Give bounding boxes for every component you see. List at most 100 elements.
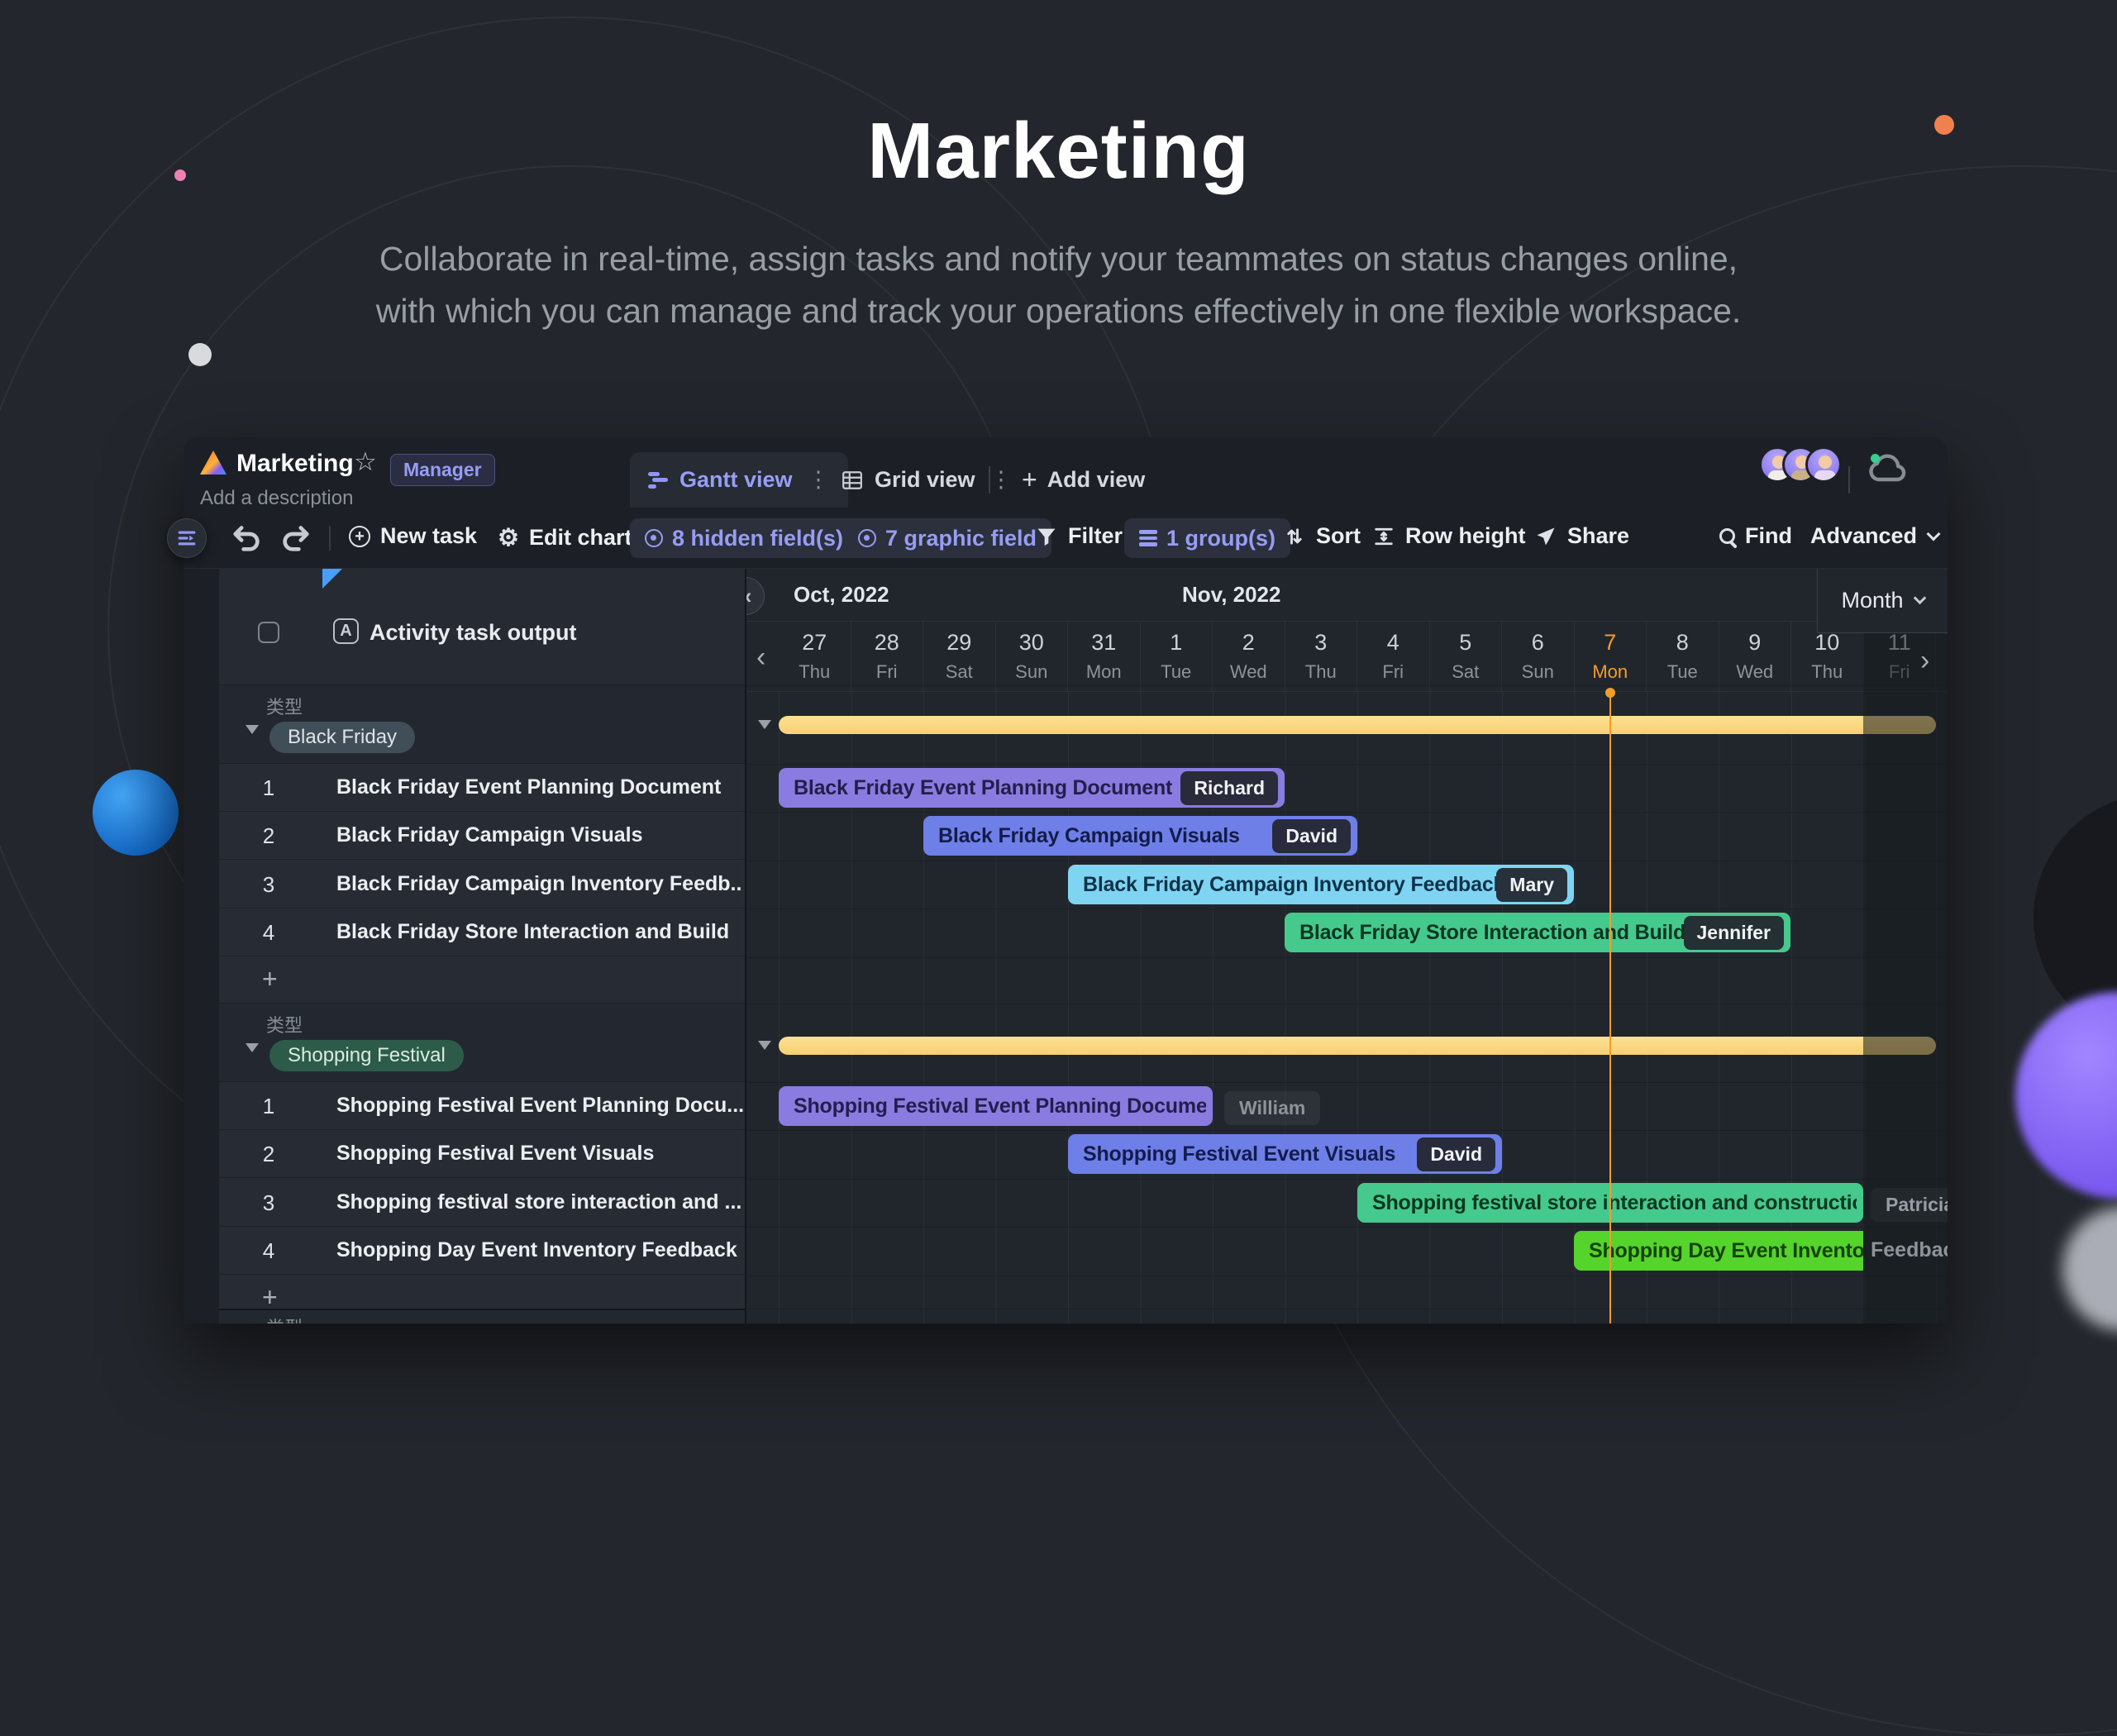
summary-bar[interactable] [779, 1037, 1936, 1055]
day-column[interactable]: 9 Wed [1719, 622, 1791, 692]
redo-button[interactable] [279, 522, 312, 555]
task-row[interactable]: 3 Black Friday Campaign Inventory Feedb.… [219, 861, 745, 909]
task-row[interactable]: 4 Shopping Day Event Inventory Feedback [219, 1227, 745, 1275]
summary-bar[interactable] [779, 716, 1936, 734]
zoom-select[interactable]: Month [1817, 569, 1948, 633]
day-column[interactable]: 3 Thu [1285, 622, 1357, 692]
day-column[interactable]: 28 Fri [851, 622, 923, 692]
chevron-down-icon [1926, 527, 1941, 541]
row-number: 4 [262, 920, 275, 945]
gantt-bar[interactable]: Black Friday Store Interaction and Build… [1285, 913, 1790, 952]
favorite-star-icon[interactable]: ☆ [354, 447, 377, 476]
tab-grid-view[interactable]: Grid view ⋮ [827, 452, 1028, 508]
add-row-button[interactable]: + [219, 957, 745, 1004]
graphic-fields-chip[interactable]: 7 graphic field [843, 518, 1052, 558]
sort-button[interactable]: Sort [1283, 523, 1361, 549]
gantt-bar[interactable]: Shopping Festival Event Planning Documen… [779, 1086, 1213, 1126]
undo-button[interactable] [230, 522, 263, 555]
filter-button[interactable]: Filter [1035, 523, 1123, 549]
task-row[interactable]: 1 Black Friday Event Planning Document [219, 764, 745, 812]
gantt-view-icon [648, 471, 668, 489]
next-page-button[interactable]: › [1920, 645, 1930, 676]
task-row[interactable]: 2 Black Friday Campaign Visuals [219, 812, 745, 860]
task-title[interactable]: Shopping Day Event Inventory Feedback [336, 1238, 737, 1261]
field-type-icon: A [333, 618, 359, 644]
group-header[interactable]: 类型 Shopping Festival [219, 1004, 745, 1082]
collapse-triangle-icon[interactable] [246, 725, 259, 734]
prev-page-button[interactable]: ‹ [756, 641, 766, 673]
day-column[interactable]: 4 Fri [1357, 622, 1430, 692]
tab-gantt-view[interactable]: Gantt view ⋮ [630, 452, 848, 508]
task-title[interactable]: Black Friday Campaign Inventory Feedb... [336, 872, 743, 895]
column-title: Activity task output [370, 620, 577, 645]
kebab-icon[interactable]: ⋮ [807, 467, 830, 492]
month-label: Nov, 2022 [1182, 582, 1281, 607]
find-button[interactable]: Find [1719, 523, 1792, 549]
day-column[interactable]: 8 Tue [1647, 622, 1719, 692]
today-line [1609, 696, 1611, 1323]
task-title[interactable]: Shopping festival store interaction and … [336, 1190, 742, 1214]
workspace-logo-icon [200, 451, 226, 475]
task-row[interactable]: 1 Shopping Festival Event Planning Docu.… [219, 1082, 745, 1130]
task-title[interactable]: Shopping Festival Event Visuals [336, 1142, 655, 1165]
day-column[interactable]: 1 Tue [1141, 622, 1213, 692]
day-column[interactable]: 10 Thu [1791, 622, 1864, 692]
day-column[interactable]: 5 Sat [1430, 622, 1502, 692]
advanced-menu[interactable]: Advanced [1810, 523, 1941, 549]
sidebar-toggle-button[interactable] [167, 518, 207, 558]
gantt-bar[interactable]: Shopping Day Event Inventory [1574, 1231, 1863, 1271]
collapse-triangle-icon[interactable] [246, 1043, 259, 1052]
task-row[interactable]: 4 Black Friday Store Interaction and Bui… [219, 909, 745, 956]
assignee-chip[interactable]: Jennifer [1683, 915, 1784, 950]
task-row[interactable]: 2 Shopping Festival Event Visuals [219, 1130, 745, 1178]
add-view-button[interactable]: + Add view [1010, 452, 1156, 508]
day-column[interactable]: 29 Sat [923, 622, 996, 692]
group-header-partial: 类型 [219, 1309, 745, 1323]
graphic-fields-label: 7 graphic field [885, 525, 1037, 551]
day-column[interactable]: 2 Wed [1213, 622, 1285, 692]
description-placeholder[interactable]: Add a description [200, 487, 354, 509]
collapse-triangle-icon[interactable] [758, 720, 771, 729]
today-column[interactable]: 7 Mon [1575, 622, 1647, 692]
task-title[interactable]: Shopping Festival Event Planning Docu... [336, 1094, 743, 1117]
assignee-chip[interactable]: David [1272, 818, 1351, 853]
task-row[interactable]: 3 Shopping festival store interaction an… [219, 1179, 745, 1227]
bar-label: Black Friday Campaign Inventory Feedback [1083, 872, 1497, 896]
row-number: 1 [262, 775, 275, 800]
tab-label: Grid view [875, 467, 975, 492]
page-subtitle-line1: Collaborate in real-time, assign tasks a… [379, 240, 1738, 278]
gantt-bar[interactable]: Black Friday Event Planning Document Ric… [779, 768, 1285, 808]
day-column[interactable]: 31 Mon [1068, 622, 1141, 692]
hidden-fields-chip[interactable]: 8 hidden field(s) [630, 518, 859, 558]
task-title[interactable]: Black Friday Store Interaction and Build [336, 920, 730, 943]
day-column[interactable]: 30 Sun [996, 622, 1068, 692]
group-pill[interactable]: Shopping Festival [269, 1040, 464, 1071]
gantt-bar[interactable]: Black Friday Campaign Visuals David [923, 816, 1357, 856]
kebab-icon[interactable]: ⋮ [989, 467, 1013, 492]
assignee-chip[interactable]: Richard [1180, 770, 1278, 805]
task-title[interactable]: Black Friday Campaign Visuals [336, 823, 643, 847]
edit-chart-button[interactable]: ⚙ Edit chart [498, 523, 632, 552]
plus-icon: + [262, 964, 278, 994]
collapse-triangle-icon[interactable] [758, 1041, 771, 1050]
gantt-bar[interactable]: Black Friday Campaign Inventory Feedback… [1068, 865, 1574, 904]
assignee-chip[interactable]: David [1417, 1137, 1495, 1171]
avatar[interactable] [1805, 446, 1842, 483]
new-task-button[interactable]: + New task [349, 523, 477, 549]
skip-prev-icon: « [746, 584, 752, 609]
group-pill[interactable]: Black Friday [269, 722, 416, 753]
day-column[interactable]: 6 Sun [1502, 622, 1575, 692]
row-number: 4 [262, 1238, 275, 1263]
gantt-bar[interactable]: Shopping Festival Event Visuals David [1068, 1134, 1502, 1174]
task-title[interactable]: Black Friday Event Planning Document [336, 775, 722, 799]
add-row-button[interactable]: + [219, 1276, 745, 1312]
assignee-label: William [1224, 1091, 1321, 1125]
share-button[interactable]: Share [1534, 523, 1629, 549]
group-header[interactable]: 类型 Black Friday [219, 685, 745, 764]
gear-icon: ⚙ [498, 525, 519, 551]
select-all-checkbox[interactable] [258, 622, 279, 643]
group-chip[interactable]: 1 group(s) [1124, 518, 1290, 558]
row-height-button[interactable]: Row height [1372, 523, 1525, 549]
day-column[interactable]: 27 Thu [779, 622, 851, 692]
assignee-chip[interactable]: Mary [1496, 867, 1567, 902]
